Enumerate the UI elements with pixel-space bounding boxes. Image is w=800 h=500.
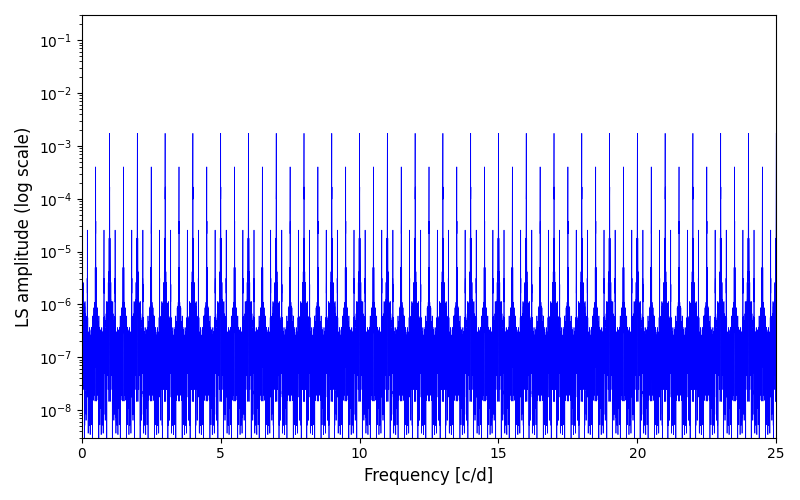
Y-axis label: LS amplitude (log scale): LS amplitude (log scale) [15,126,33,326]
X-axis label: Frequency [c/d]: Frequency [c/d] [364,467,494,485]
